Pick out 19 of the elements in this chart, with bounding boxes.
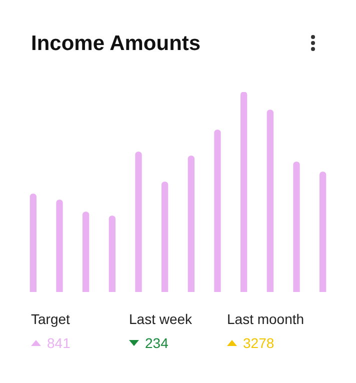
text: 3278 [243,335,274,351]
bar [320,172,326,292]
bar [266,110,274,292]
bar [108,216,116,292]
text: Target [31,311,70,327]
text: 841 [47,335,70,351]
bar [162,182,168,292]
text: 234 [145,335,168,351]
bar [214,130,221,292]
chart-title: Income Amounts [31,32,201,56]
bar [240,92,248,292]
bar [30,194,36,292]
bar [56,200,63,292]
bar [188,156,194,292]
bar [135,152,142,292]
bar [82,212,90,292]
text: Last week [129,311,192,327]
text: Last moonth [227,311,304,327]
bar [293,162,300,292]
